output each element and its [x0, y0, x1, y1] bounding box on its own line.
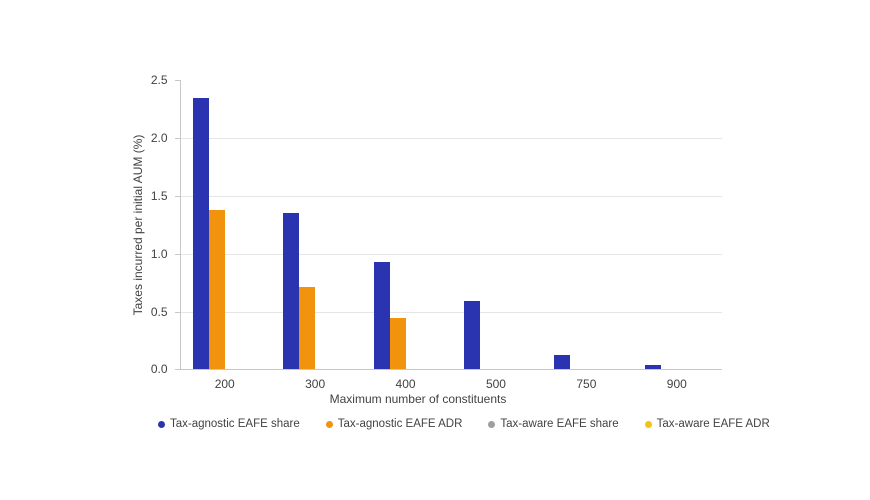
legend-label: Tax-agnostic EAFE ADR: [337, 418, 463, 430]
bar-tax-agnostic-eafe-adr-400[interactable]: [389, 318, 406, 370]
y-tick-label-0.5: 0.5: [150, 304, 168, 319]
gridline-1.5: [179, 195, 722, 197]
legend-label: Tax-aware EAFE ADR: [656, 418, 770, 430]
legend-item-tax-aware-eafe-share: Tax-aware EAFE share: [488, 418, 619, 430]
x-tick-label-300: 300: [305, 377, 326, 391]
bar-tax-agnostic-eafe-share-900[interactable]: [644, 364, 661, 370]
bar-tax-agnostic-eafe-adr-300[interactable]: [299, 287, 316, 370]
bar-tax-agnostic-eafe-share-300[interactable]: [283, 213, 300, 370]
legend-dot-icon: [644, 420, 652, 428]
legend: Tax-agnostic EAFE share Tax-agnostic EAFE…: [158, 418, 770, 430]
legend-item-tax-agnostic-eafe-adr: Tax-agnostic EAFE ADR: [325, 418, 463, 430]
y-tick-0.5: [174, 311, 180, 313]
y-tick-label-1.5: 1.5: [150, 188, 168, 203]
bar-tax-agnostic-eafe-share-500[interactable]: [463, 301, 480, 370]
y-tick-label-0.0: 0.0: [150, 362, 168, 377]
x-tick-label-900: 900: [666, 377, 687, 391]
bar-tax-agnostic-eafe-share-400[interactable]: [373, 261, 390, 370]
x-axis-baseline: [179, 369, 722, 371]
legend-item-tax-agnostic-eafe-share: Tax-agnostic EAFE share: [158, 418, 300, 430]
x-tick-label-200: 200: [214, 377, 235, 391]
y-axis-line: [179, 80, 181, 370]
gridline-0.5: [179, 311, 722, 313]
y-tick-2.0: [174, 138, 180, 140]
x-axis-title: Maximum number of constituents: [329, 392, 507, 406]
legend-label: Tax-agnostic EAFE share: [170, 418, 300, 430]
x-tick-label-500: 500: [485, 377, 506, 391]
y-tick-0.0: [174, 369, 180, 371]
y-axis-title: Taxes incurred per initial AUM (%): [131, 134, 145, 316]
bar-tax-agnostic-eafe-adr-200[interactable]: [208, 209, 225, 370]
gridline-1.0: [179, 253, 722, 255]
y-tick-1.5: [174, 195, 180, 197]
legend-dot-icon: [488, 420, 496, 428]
legend-label: Tax-aware EAFE share: [500, 418, 619, 430]
y-tick-1.0: [174, 253, 180, 255]
legend-dot-icon: [158, 420, 165, 428]
x-tick-label-750: 750: [576, 377, 597, 391]
legend-dot-icon: [325, 420, 333, 428]
x-tick-label-400: 400: [395, 377, 416, 391]
y-tick-label-2.0: 2.0: [150, 131, 168, 146]
bar-tax-agnostic-eafe-share-200[interactable]: [192, 97, 209, 370]
y-tick-label-1.0: 1.0: [150, 246, 168, 261]
y-tick-2.5: [174, 80, 180, 82]
gridline-2.0: [179, 138, 722, 140]
bar-tax-agnostic-eafe-share-750[interactable]: [554, 355, 571, 370]
legend-item-tax-aware-eafe-adr: Tax-aware EAFE ADR: [644, 418, 770, 430]
y-tick-label-2.5: 2.5: [150, 73, 168, 88]
